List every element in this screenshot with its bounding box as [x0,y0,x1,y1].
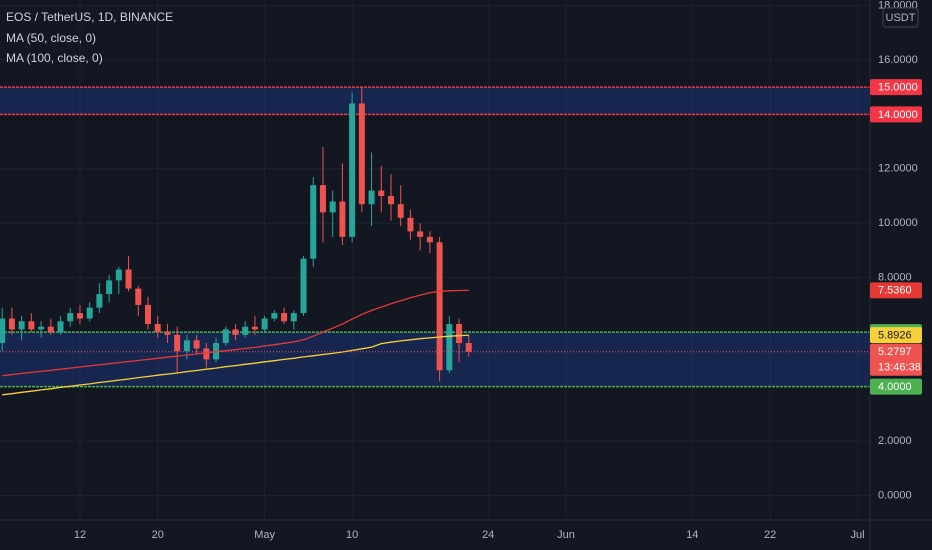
candle-body [251,326,258,330]
price-badge [870,343,922,376]
candle-body [290,313,297,322]
candle-body [417,231,424,237]
currency-label[interactable]: USDT [886,12,916,24]
price-badge-label: 4.0000 [878,381,912,393]
y-tick-label: 10.0000 [878,217,918,229]
candle-body [0,318,6,344]
y-tick-label: 8.0000 [878,272,912,284]
y-tick-label: 2.0000 [878,435,912,447]
candle-body [222,329,229,344]
candle-body [329,201,336,213]
x-tick-label: May [254,529,275,541]
price-badge [870,282,922,299]
candle-body [8,318,15,330]
zone [0,87,870,115]
price-badge-label: 5.8926 [878,329,912,341]
candle-body [407,217,414,232]
candle-body [145,304,151,324]
candle-body [67,313,74,322]
candle-body [339,201,346,237]
candle-body [388,196,394,205]
legend-entry: MA (50, close, 0) [6,31,96,45]
candle-body [300,258,307,314]
price-badge-label: 14.0000 [878,109,918,121]
ma-line [2,289,469,377]
x-tick-label: Jul [851,529,865,541]
candle-body [271,313,278,319]
price-badge [870,106,922,123]
candle-body [397,204,404,218]
ma-line [2,334,469,396]
x-tick-label: 12 [74,529,86,541]
candle-body [164,332,171,335]
candle-body [242,326,249,335]
candle-body [28,321,35,330]
countdown: 13:46:38 [878,362,921,374]
candle-body [154,323,161,333]
candle-body [446,323,453,371]
y-tick-label: 16.0000 [878,54,918,66]
candle-body [378,190,385,197]
candle-body [174,334,181,352]
candle-body [319,185,326,213]
candle-body [261,318,268,330]
axis: 0.00002.00004.00006.00008.000010.000012.… [74,0,922,541]
candle-body [86,307,93,319]
candle-body [426,236,433,243]
candle-body [368,190,375,205]
x-tick-label: Jun [557,529,575,541]
price-badge-label: 7.5360 [878,285,912,297]
candle-body [281,313,288,322]
y-tick-label: 0.0000 [878,489,912,501]
candle-body [193,340,200,349]
y-tick-label: 18.0000 [878,0,918,11]
candle-body [76,313,83,319]
candle-body [38,326,45,330]
y-tick-label: 12.0000 [878,163,918,175]
price-badge-label: 5.2797 [878,346,912,358]
candle-body [106,280,113,295]
candle-body [232,329,239,335]
plot [0,86,870,396]
x-tick-label: 22 [764,529,776,541]
candle-body [96,294,103,308]
candle-body [47,326,54,333]
chart-title: EOS / TetherUS, 1D, BINANCE [6,10,173,24]
candle-body [135,288,142,305]
candle-body [465,343,472,352]
price-badge [870,79,922,96]
currency-button[interactable] [882,7,919,28]
candle-body [358,103,365,205]
x-tick-label: 24 [482,529,494,541]
candle-body [57,321,64,333]
legend-entry: MA (100, close, 0) [6,51,103,65]
candle-body [18,321,25,330]
price-badge-label: 15.0000 [878,82,918,94]
candle-body [349,103,356,237]
candle-body [456,323,463,344]
candle-body [125,269,132,289]
x-tick-label: 20 [152,529,164,541]
price-badge [870,378,922,395]
candle-body [183,340,190,352]
x-tick-label: 10 [346,529,358,541]
x-tick-label: 14 [686,529,698,541]
candle-body [310,185,317,259]
candle-body [436,242,443,371]
candle-body [115,269,122,281]
candle-body [203,348,210,360]
price-badge [870,327,922,344]
